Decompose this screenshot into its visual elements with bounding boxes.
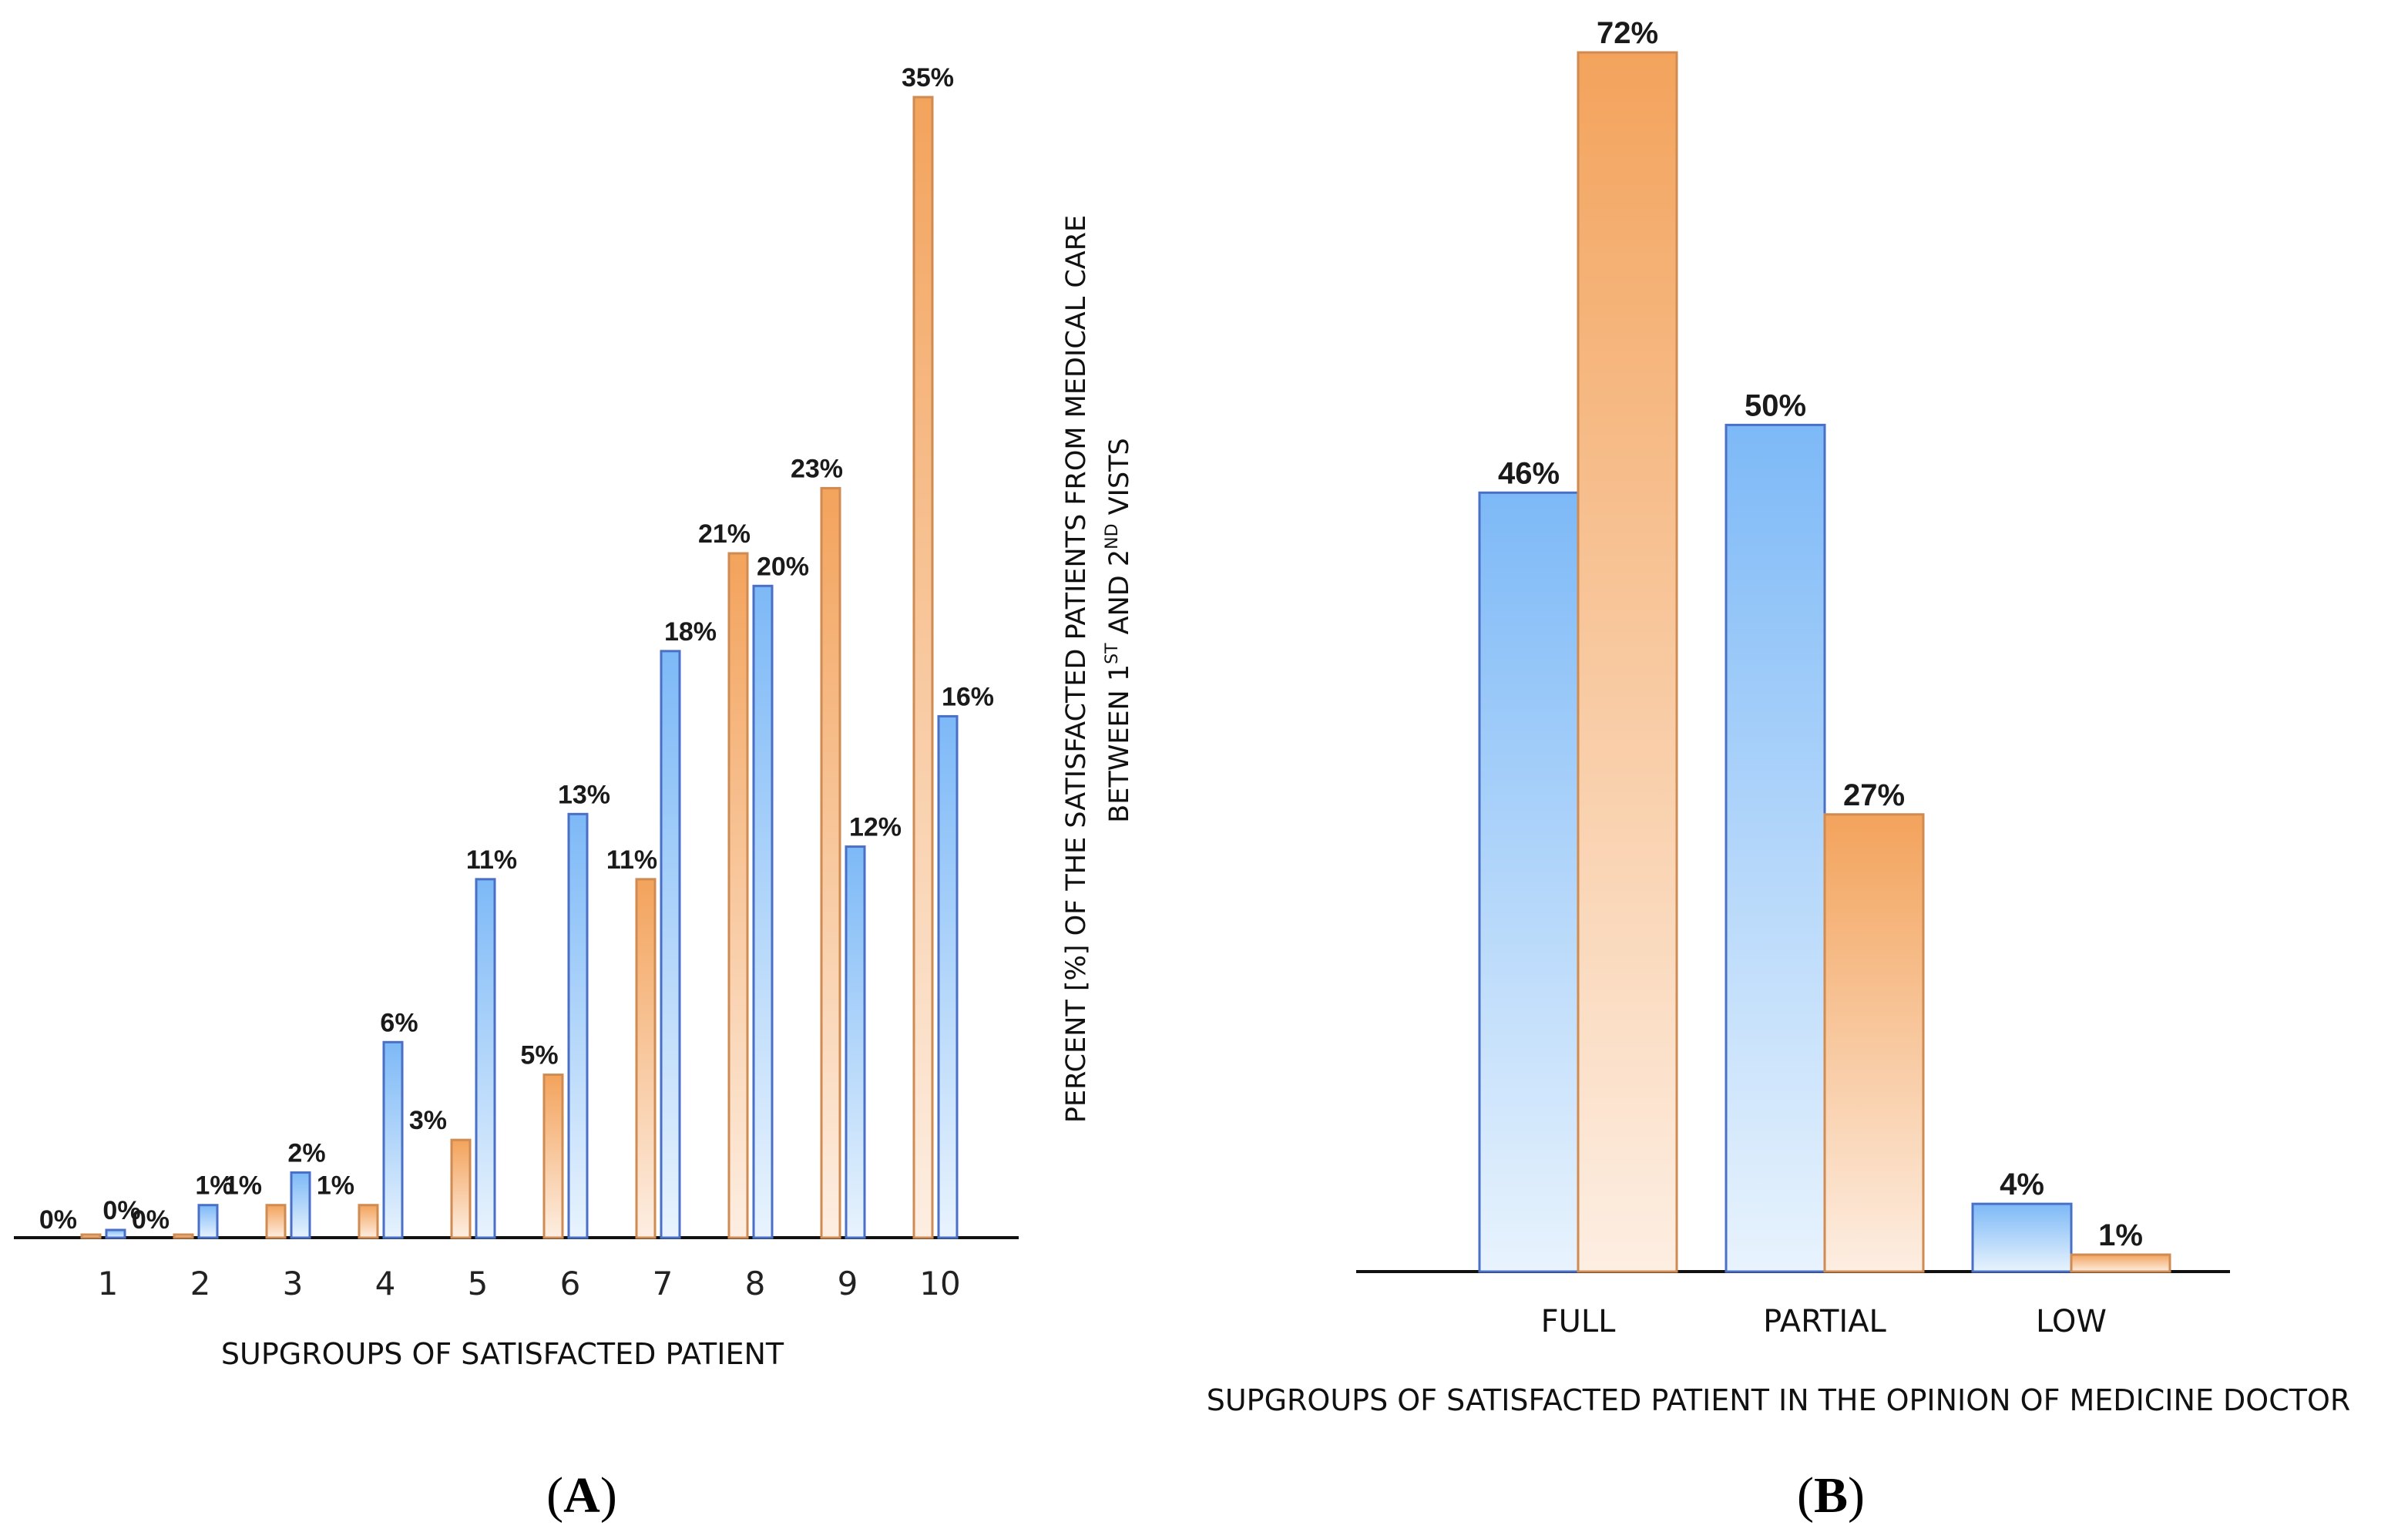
chart-b-value-label-orange-low: 1% xyxy=(2098,1218,2143,1252)
chart-b-value-label-orange-full: 72% xyxy=(1597,16,1658,50)
chart-b-bar-orange-low xyxy=(2070,1253,2171,1273)
chart-a-value-label-orange-8: 21% xyxy=(698,519,751,549)
chart-a-bar-blue-1 xyxy=(105,1228,126,1239)
chart-a-bar-blue-7 xyxy=(660,650,681,1239)
chart-a-tick-label-3: 3 xyxy=(283,1265,304,1302)
chart-b-tick-label-full: FULL xyxy=(1541,1304,1617,1339)
chart-a-value-label-blue-5: 11% xyxy=(466,845,517,875)
chart-a-value-label-orange-3: 1% xyxy=(224,1171,262,1201)
chart-b-bar-orange-partial xyxy=(1823,813,1925,1273)
chart-b-bar-blue-partial xyxy=(1725,423,1826,1273)
chart-a-bar-blue-8 xyxy=(752,584,774,1239)
chart-a-value-label-blue-7: 18% xyxy=(664,617,717,647)
panel-label-a: (A) xyxy=(546,1467,617,1524)
chart-b-bar-blue-low xyxy=(1971,1202,2073,1273)
chart-a-value-label-blue-1: 0% xyxy=(102,1196,140,1225)
chart-a-value-label-orange-5: 3% xyxy=(409,1106,447,1135)
chart-b-value-labels: 46% 72% 50% 27% 4% 1% xyxy=(1498,16,2143,1252)
chart-a-tick-label-4: 4 xyxy=(375,1265,396,1302)
chart-a-bar-orange-9 xyxy=(820,486,841,1239)
chart-a-y-axis-title-line2: BETWEEN 1ST AND 2ND VISTS xyxy=(1103,438,1135,823)
chart-a-tick-label-10: 10 xyxy=(919,1265,960,1302)
chart-a-value-label-orange-9: 23% xyxy=(791,454,843,483)
chart-b-value-label-orange-partial: 27% xyxy=(1843,778,1905,812)
chart-a-value-labels: 0% 0%0%1%1%2%1%6%3%11%5%13%11%18%21%20%23… xyxy=(39,63,994,1235)
chart-a: 0% 0%0%1%1%2%1%6%3%11%5%13%11%18%21%20%23… xyxy=(14,63,1135,1524)
chart-a-bar-orange-2 xyxy=(173,1233,194,1239)
chart-a-value-label-orange-10: 35% xyxy=(902,63,954,92)
chart-a-tick-label-9: 9 xyxy=(838,1265,858,1302)
chart-a-value-label-blue-2: 1% xyxy=(195,1171,233,1201)
chart-a-bar-blue-5 xyxy=(475,878,496,1239)
chart-a-bar-blue-4 xyxy=(382,1040,404,1239)
chart-b-value-label-blue-full: 46% xyxy=(1498,456,1560,490)
chart-b-bar-orange-full xyxy=(1577,51,1678,1273)
chart-a-tick-labels: 1 2 3 4 5 6 7 8 9 10 xyxy=(98,1265,961,1302)
chart-a-bar-blue-2 xyxy=(197,1204,219,1239)
chart-a-bar-blue-6 xyxy=(567,812,589,1239)
chart-b-tick-label-low: LOW xyxy=(2036,1304,2107,1339)
chart-a-bars xyxy=(80,96,959,1239)
chart-b-tick-labels: FULL PARTIAL LOW xyxy=(1541,1304,2107,1339)
chart-a-tick-label-1: 1 xyxy=(98,1265,119,1302)
chart-a-bar-orange-1 xyxy=(80,1233,102,1239)
chart-a-value-label-orange-7: 11% xyxy=(606,845,657,875)
chart-b-x-axis-title: SUPGROUPS OF SATISFACTED PATIENT IN THE … xyxy=(1207,1383,2351,1417)
chart-a-bar-orange-8 xyxy=(727,552,749,1239)
chart-b-value-label-blue-low: 4% xyxy=(2000,1168,2044,1201)
chart-b: 46% 72% 50% 27% 4% 1% FULL PARTIAL LOW SUPGROUP… xyxy=(1207,16,2351,1524)
chart-a-value-label-blue-9: 12% xyxy=(849,813,902,842)
chart-b-bars xyxy=(1478,51,2171,1273)
chart-a-bar-orange-6 xyxy=(542,1074,564,1239)
chart-b-bar-blue-full xyxy=(1478,491,1580,1273)
chart-a-bar-blue-3 xyxy=(290,1171,311,1239)
panel-label-b: (B) xyxy=(1797,1467,1865,1524)
chart-a-value-label-blue-10: 16% xyxy=(942,682,994,711)
chart-a-value-label-orange-1: 0% xyxy=(39,1205,77,1235)
chart-a-bar-orange-7 xyxy=(635,878,657,1239)
chart-a-y-axis-title-line1: PERCENT [%] OF THE SATISFACTED PATIENTS … xyxy=(1061,215,1092,1123)
chart-a-value-label-blue-6: 13% xyxy=(558,780,610,809)
chart-a-bar-orange-3 xyxy=(265,1204,287,1239)
chart-b-tick-label-partial: PARTIAL xyxy=(1763,1304,1886,1339)
chart-a-bar-blue-10 xyxy=(937,714,959,1239)
chart-a-value-label-orange-2: 0% xyxy=(132,1205,170,1235)
chart-a-value-label-orange-6: 5% xyxy=(520,1041,558,1070)
chart-a-bar-orange-10 xyxy=(912,96,934,1239)
chart-a-value-label-blue-4: 6% xyxy=(380,1008,418,1037)
chart-a-value-label-blue-3: 2% xyxy=(287,1138,325,1168)
chart-a-tick-label-7: 7 xyxy=(653,1265,673,1302)
chart-a-x-axis-title: SUPGROUPS OF SATISFACTED PATIENT xyxy=(221,1337,784,1371)
chart-a-bar-blue-9 xyxy=(845,845,866,1239)
chart-a-tick-label-8: 8 xyxy=(745,1265,766,1302)
chart-b-value-label-blue-partial: 50% xyxy=(1745,388,1806,422)
chart-a-value-label-orange-4: 1% xyxy=(317,1171,354,1201)
chart-a-tick-label-2: 2 xyxy=(190,1265,211,1302)
chart-a-tick-label-5: 5 xyxy=(468,1265,489,1302)
chart-a-tick-label-6: 6 xyxy=(560,1265,581,1302)
chart-a-value-label-blue-8: 20% xyxy=(757,552,809,581)
chart-a-bar-orange-4 xyxy=(358,1204,379,1239)
chart-a-bar-orange-5 xyxy=(450,1138,472,1239)
